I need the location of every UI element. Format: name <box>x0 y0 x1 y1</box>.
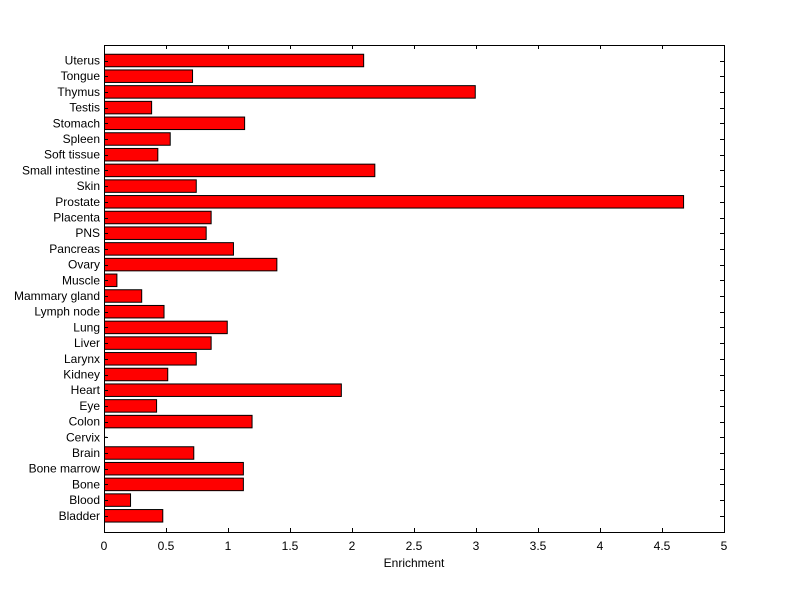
y-tick-label-pancreas: Pancreas <box>49 242 100 256</box>
bar-mammary-gland <box>104 289 143 303</box>
bar-colon <box>104 414 253 429</box>
bar-lung <box>104 320 228 335</box>
y-tick-label-placenta: Placenta <box>53 211 100 225</box>
y-tick-label-bone: Bone <box>72 477 100 491</box>
y-tick-label-blood: Blood <box>69 493 100 507</box>
x-tick-label-7: 3.5 <box>530 539 547 553</box>
y-tick-label-mammary-gland: Mammary gland <box>14 289 100 303</box>
y-tick-label-heart: Heart <box>71 383 101 397</box>
x-tick-label-10: 5 <box>721 539 728 553</box>
bar-liver <box>104 336 212 350</box>
y-tick-label-uterus: Uterus <box>65 54 100 68</box>
x-tick-label-5: 2.5 <box>406 539 423 553</box>
y-tick-label-kidney: Kidney <box>63 368 100 382</box>
bar-soft-tissue <box>104 147 159 162</box>
ticks-group <box>104 45 725 532</box>
x-tick-label-1: 0.5 <box>158 539 175 553</box>
bar-tongue <box>104 69 194 83</box>
bar-small-intestine <box>104 163 376 178</box>
y-tick-label-colon: Colon <box>69 415 100 429</box>
y-tick-label-pns: PNS <box>75 226 100 240</box>
bar-larynx <box>104 352 197 366</box>
bar-stomach <box>104 116 246 131</box>
bar-bone <box>104 477 244 492</box>
x-tick-label-0: 0 <box>101 539 108 553</box>
bar-pns <box>104 226 207 240</box>
y-tick-label-larynx: Larynx <box>64 352 100 366</box>
bar-spleen <box>104 132 171 146</box>
x-tick-label-4: 2 <box>349 539 356 553</box>
y-tick-label-thymus: Thymus <box>57 85 100 99</box>
x-tick-label-3: 1.5 <box>282 539 299 553</box>
bar-testis <box>104 100 153 115</box>
bar-ovary <box>104 257 278 272</box>
bar-brain <box>104 446 195 460</box>
x-tick-label-9: 4.5 <box>654 539 671 553</box>
y-tick-label-brain: Brain <box>72 446 100 460</box>
y-tick-label-liver: Liver <box>74 336 100 350</box>
bar-prostate <box>104 195 685 209</box>
y-tick-label-testis: Testis <box>69 101 100 115</box>
y-tick-label-soft-tissue: Soft tissue <box>44 148 100 162</box>
bar-blood <box>104 493 132 507</box>
x-tick-label-8: 4 <box>597 539 604 553</box>
y-tick-label-skin: Skin <box>77 179 100 193</box>
y-tick-label-bone-marrow: Bone marrow <box>29 462 101 476</box>
y-tick-label-eye: Eye <box>79 399 100 413</box>
y-tick-label-cervix: Cervix <box>66 430 100 444</box>
bar-heart <box>104 383 342 397</box>
bar-uterus <box>104 53 365 68</box>
y-tick-label-lung: Lung <box>73 320 100 334</box>
y-tick-label-lymph-node: Lymph node <box>34 305 100 319</box>
y-tick-label-ovary: Ovary <box>68 258 100 272</box>
y-tick-label-stomach: Stomach <box>53 116 100 130</box>
bar-lymph-node <box>104 304 165 319</box>
bar-kidney <box>104 367 169 382</box>
bar-placenta <box>104 210 212 225</box>
bar-eye <box>104 399 158 413</box>
y-tick-label-small-intestine: Small intestine <box>22 163 100 177</box>
bar-thymus <box>104 85 476 99</box>
x-axis-title: Enrichment <box>384 556 445 570</box>
y-tick-label-prostate: Prostate <box>55 195 100 209</box>
bar-skin <box>104 179 197 193</box>
x-tick-label-6: 3 <box>473 539 480 553</box>
y-tick-label-muscle: Muscle <box>62 273 100 287</box>
y-tick-label-bladder: Bladder <box>59 509 100 523</box>
y-tick-label-tongue: Tongue <box>61 69 101 83</box>
bar-bone-marrow <box>104 461 244 476</box>
bar-pancreas <box>104 242 234 256</box>
y-tick-label-spleen: Spleen <box>63 132 100 146</box>
x-tick-label-2: 1 <box>225 539 232 553</box>
bar-bladder <box>104 509 164 523</box>
bars-group <box>104 53 685 523</box>
